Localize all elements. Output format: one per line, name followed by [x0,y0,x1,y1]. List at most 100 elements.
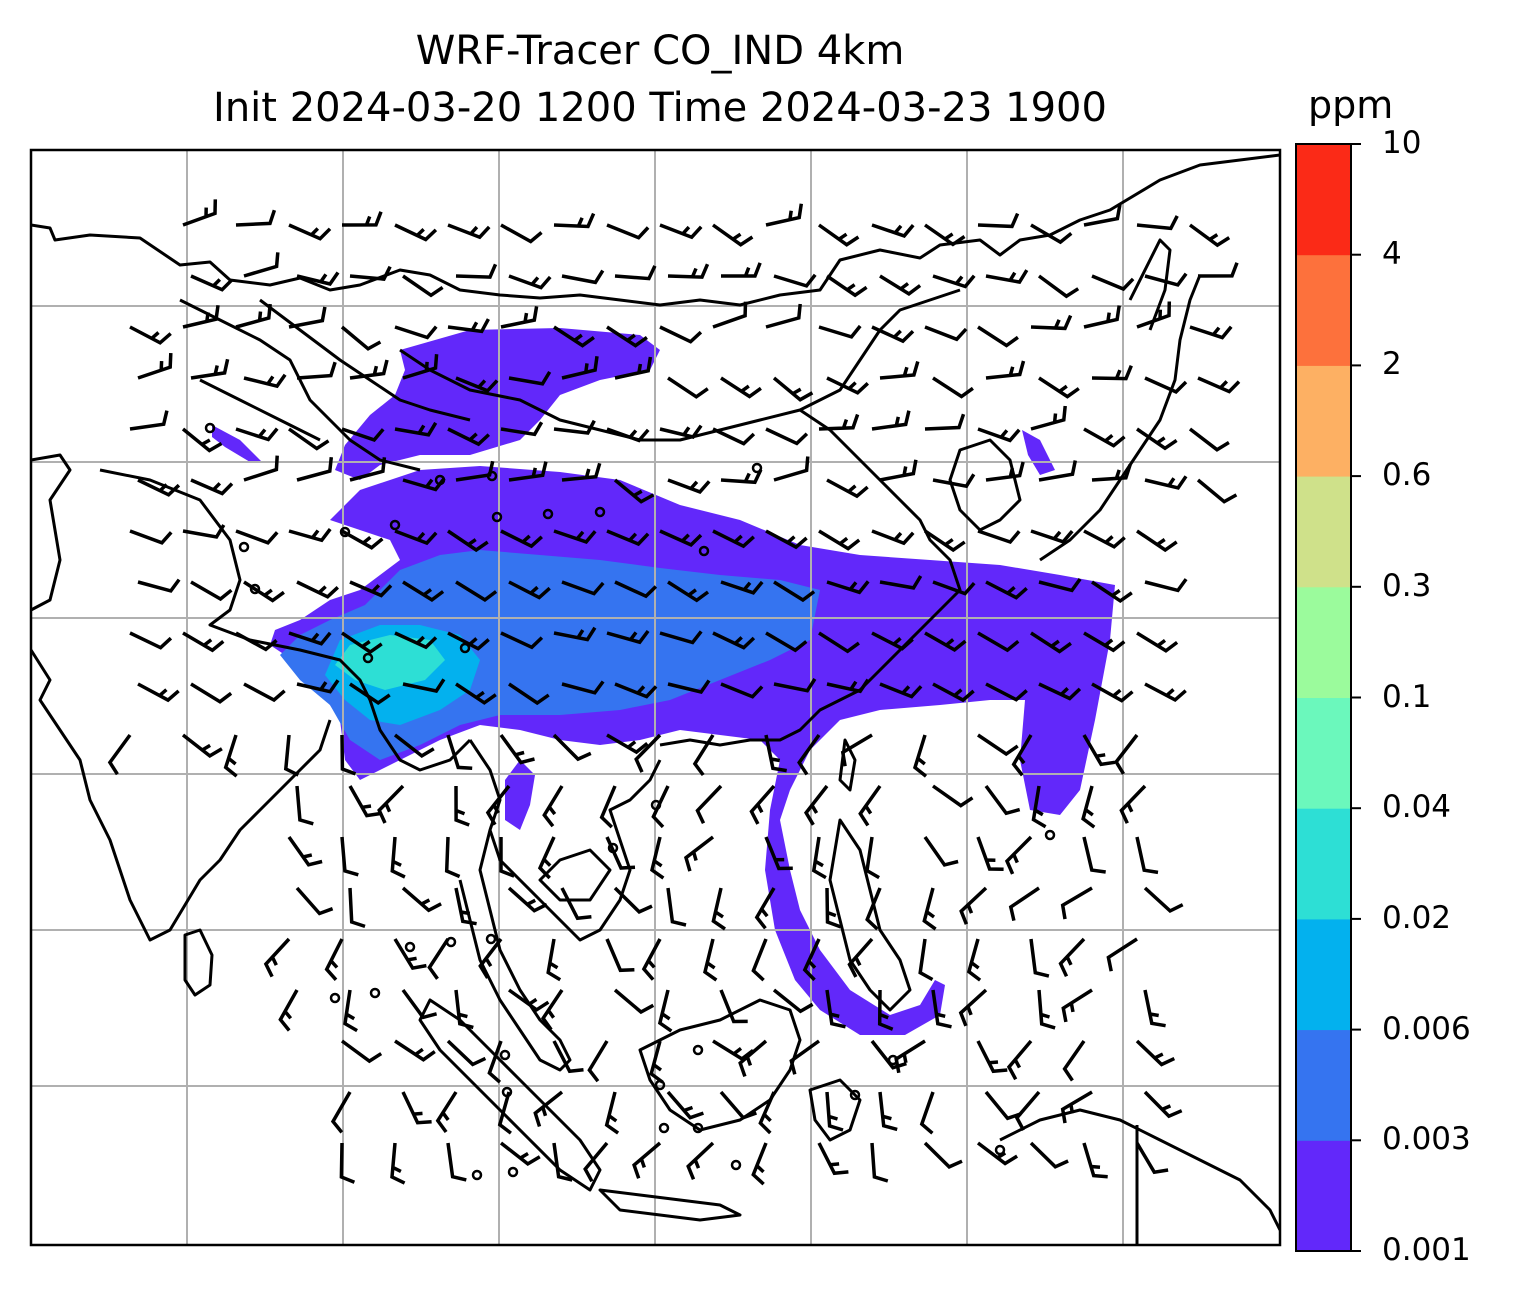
wind-barb [561,680,605,695]
wind-barb [500,223,543,244]
calm-wind-circle [485,933,497,945]
wind-barb [712,427,756,446]
wind-barb [879,459,918,482]
wind-barb [878,1091,898,1132]
wind-barb [604,1091,620,1135]
wind-barb [1029,1141,1069,1169]
wind-barb [235,427,279,442]
wind-barb [667,679,711,694]
wind-barb [683,835,715,872]
wind-barb [181,733,223,759]
wind-barb [871,410,911,431]
wind-barb [1136,631,1179,653]
wind-barb [402,354,439,380]
plume-southern-streak [505,760,535,830]
wind-barb [817,1142,849,1176]
wind-barb [719,989,748,1024]
wind-barb [1029,938,1050,978]
wind-barb [447,631,490,651]
wind-barb [129,529,173,545]
wind-barb [349,457,387,482]
calm-wind-circle [499,1049,511,1061]
wind-barb [235,631,278,652]
wind-barb [1038,682,1082,701]
wind-barb [235,529,279,545]
wind-barb [1083,529,1126,549]
wind-barb [1144,376,1188,394]
wind-barb [561,269,605,285]
colorbar-tick-label: 0.003 [1382,1121,1471,1158]
wind-barb [507,886,548,913]
wind-barb [500,306,539,329]
wind-barb [243,455,279,482]
wind-barb [508,370,552,386]
wind-barb [1083,427,1126,448]
wind-barb [340,836,359,877]
wind-barb [613,478,655,504]
wind-barb [599,785,617,829]
plume-west-patch [212,425,262,462]
wind-barb [923,1141,963,1169]
calm-wind-circle [654,1079,666,1091]
calm-wind-circle [501,1086,513,1098]
wind-barb [129,410,169,431]
wind-barb [1135,1039,1176,1067]
wind-barb [614,356,653,380]
coastline-sumatra [418,998,602,1192]
wind-barb [924,631,967,653]
colorbar-tick-label: 4 [1382,235,1402,272]
wind-barb [931,989,952,1029]
wind-barb [137,578,181,593]
calm-wind-circle [434,474,446,486]
wind-barb [977,631,1020,653]
wind-barb [330,1091,352,1134]
wind-barb [772,376,814,402]
coastline-north-border [31,153,1280,307]
wind-barb [924,529,966,553]
border-mongolia [399,288,961,442]
wind-barb [667,478,711,494]
wind-barb [802,938,821,982]
colorbar-bin [1296,1140,1351,1252]
wind-barb [1197,376,1241,394]
wind-barb [977,325,1019,348]
wind-barb [455,460,495,482]
colorbar-bin [1296,365,1351,477]
wind-barb [877,989,894,1031]
calm-wind-circle [692,1044,704,1056]
wind-barb [826,376,869,395]
wind-barb [402,274,444,298]
wind-barb [340,1039,383,1064]
wind-barb [738,1039,768,1077]
wind-barb [659,424,703,439]
wind-barb [773,580,816,603]
wind-barb [918,938,934,982]
coastline-taiwan [838,738,857,792]
wind-barb [295,886,334,916]
wind-barb [720,468,763,485]
wind-barb [343,989,358,1033]
wind-barb [632,1141,662,1179]
wind-barb [499,837,515,878]
wind-barb [976,1040,1008,1074]
wind-barb [932,473,976,489]
wind-barb [826,580,870,595]
wind-barb [537,836,556,880]
wind-barb [393,938,427,971]
wind-barb [394,1039,436,1062]
wind-barb [840,733,873,767]
wind-barb [435,1091,458,1134]
wind-barb [1038,376,1080,399]
wind-barb [666,1090,704,1120]
wind-barb [614,682,658,699]
wind-barb [932,274,976,289]
wind-barb [552,733,592,762]
wind-barb [879,274,922,297]
colorbar-tick-label: 0.04 [1382,789,1452,826]
wind-barb [773,677,817,693]
coastline-sri-lanka [183,928,214,997]
wind-barb [606,325,648,348]
wind-barb [1030,223,1073,245]
wind-barb [605,836,636,870]
colorbar-tick-label: 0.1 [1382,678,1432,715]
